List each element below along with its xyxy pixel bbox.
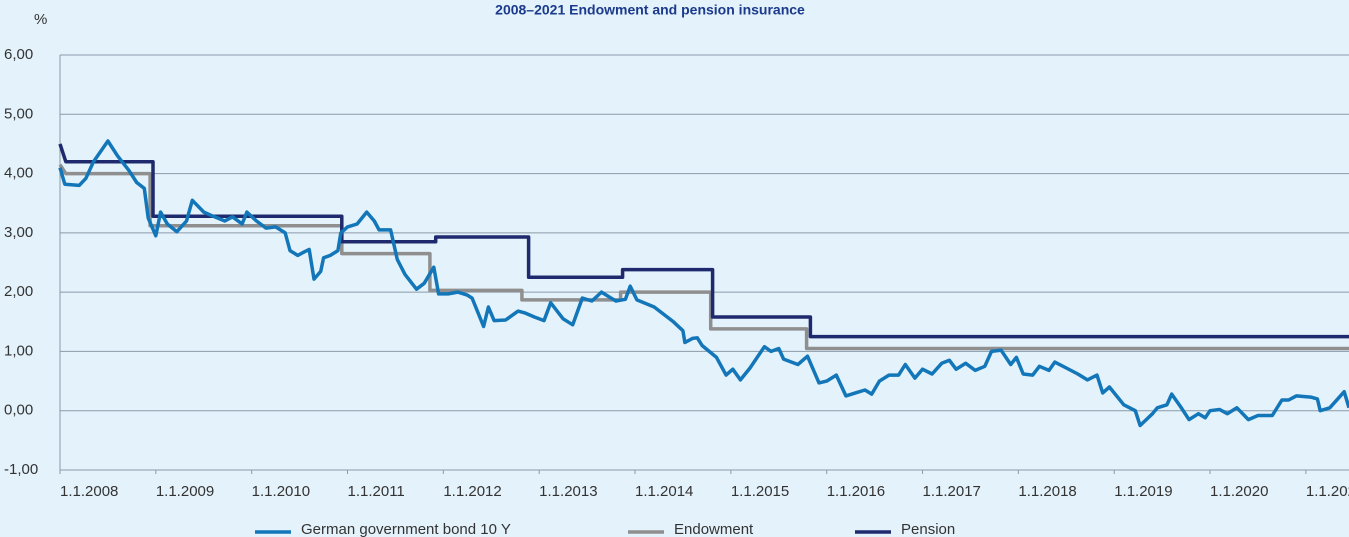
x-tick-label: 1.1.2017 [923, 483, 981, 500]
x-tick-label: 1.1.2008 [60, 483, 118, 500]
legend-label: German government bond 10 Y [301, 521, 511, 537]
x-tick-label: 1.1.2018 [1018, 483, 1076, 500]
x-tick-label: 1.1.2012 [443, 483, 501, 500]
y-tick-label: 2,00 [4, 283, 33, 300]
legend-label: Pension [901, 521, 955, 537]
x-tick-label: 1.1.2014 [635, 483, 693, 500]
x-tick-label: 1.1.2010 [252, 483, 310, 500]
y-tick-label: 1,00 [4, 342, 33, 359]
y-tick-label: 0,00 [4, 402, 33, 419]
y-axis-label: % [34, 11, 47, 28]
x-tick-label: 1.1.2016 [827, 483, 885, 500]
legend-label: Endowment [674, 521, 754, 537]
x-tick-label: 1.1.2013 [539, 483, 597, 500]
series-line [58, 163, 1349, 351]
x-tick-label: 1.1.2020 [1210, 483, 1268, 500]
x-tick-label: 1.1.2015 [731, 483, 789, 500]
y-tick-label: 5,00 [4, 105, 33, 122]
x-tick-label: 1.1.2011 [348, 483, 405, 500]
chart-title: 2008–2021 Endowment and pension insuranc… [495, 2, 805, 18]
series-line [58, 143, 1349, 339]
y-tick-label: 6,00 [4, 46, 33, 63]
x-tick-label: 1.1.2009 [156, 483, 214, 500]
y-tick-label: 4,00 [4, 165, 33, 182]
y-tick-label: -1,00 [4, 461, 38, 478]
x-tick-label: 1.1.2021 [1306, 483, 1349, 500]
x-tick-label: 1.1.2019 [1114, 483, 1172, 500]
series-line [58, 139, 1349, 428]
y-tick-label: 3,00 [4, 224, 33, 241]
